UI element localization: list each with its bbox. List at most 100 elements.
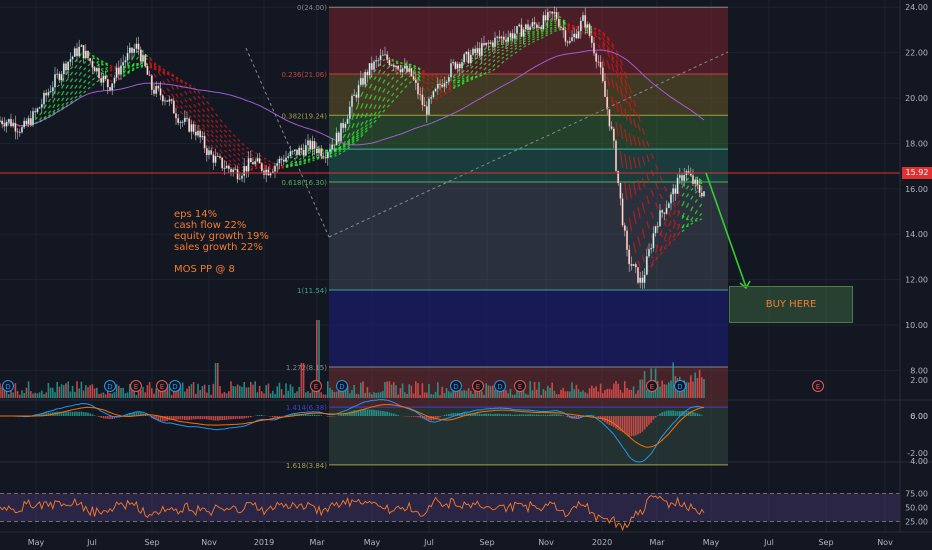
candle-body (1, 120, 4, 125)
ma-line (338, 148, 342, 151)
ma-line (43, 115, 47, 119)
volume-bar (630, 389, 633, 398)
price-tick-label: 22.00 (905, 49, 928, 58)
ma-line (619, 59, 624, 66)
volume-bar (672, 362, 674, 398)
price-axis[interactable]: 26.0024.0022.0020.0018.0016.0014.0012.00… (899, 0, 928, 532)
ma-line (228, 139, 232, 143)
ma-line (188, 104, 192, 109)
candle-body (487, 42, 490, 44)
volume-bar (643, 371, 646, 398)
candle-body (412, 75, 415, 80)
candle-body (166, 100, 169, 102)
ma-line (694, 190, 698, 194)
volume-bar (467, 388, 470, 398)
candle-body (480, 42, 483, 56)
candle-body (540, 26, 543, 30)
candle-body (241, 175, 243, 179)
volume-bar (181, 382, 184, 398)
time-axis[interactable]: May Jul Sep Nov 2019 Mar May Jul Sep Nov 2020 Mar Ma… (0, 531, 932, 547)
ma-line (615, 70, 619, 79)
macd-histogram-bar (637, 416, 639, 435)
volume-bar (60, 384, 63, 398)
ma-line (342, 144, 346, 148)
buy-zone-box[interactable]: BUY HERE (729, 286, 853, 323)
ma-line (641, 139, 646, 148)
price-tick-label: 10.00 (905, 321, 928, 330)
ma-line (342, 145, 346, 149)
ma-line (43, 110, 47, 115)
trend-lines[interactable] (0, 47, 900, 290)
ma-line (197, 102, 201, 107)
macd-histogram-bar (109, 416, 111, 420)
candle-body (656, 226, 659, 228)
ma-line (496, 51, 500, 55)
ma-line (153, 73, 157, 78)
candle-body (472, 48, 474, 55)
macd-histogram-bar (657, 415, 659, 416)
volume-bar (190, 384, 193, 398)
ma-line (632, 182, 637, 195)
volume-bar (274, 394, 276, 398)
macd-histogram-bar (318, 414, 320, 416)
ma-line (162, 70, 166, 74)
volume-bar (89, 385, 91, 398)
candle-body (632, 264, 635, 266)
volume-bar (63, 385, 65, 398)
volume-bar (432, 394, 435, 398)
volume-bar (239, 385, 241, 398)
ma-line (74, 95, 78, 99)
macd-histogram-bar (426, 416, 428, 421)
volume-bar (628, 389, 630, 398)
volume-bar (701, 377, 703, 398)
candle-body (300, 147, 303, 151)
ma-line (364, 112, 368, 118)
candle-body (641, 277, 644, 283)
candle-body (313, 140, 316, 149)
ma-line (668, 234, 672, 241)
macd-histogram-bar (531, 414, 534, 416)
macd-histogram-bar (434, 416, 437, 420)
ma-line (127, 70, 130, 73)
ma-line (672, 209, 676, 216)
ma-line (668, 228, 672, 233)
volume-bar (571, 382, 573, 398)
fib-level-label: 0.618(16.30) (281, 179, 327, 187)
candle-body (443, 82, 446, 87)
candle-body (89, 58, 92, 62)
ma-line (184, 90, 188, 95)
ma-line (466, 69, 469, 73)
candle-body (175, 113, 177, 119)
ma-line (377, 114, 382, 119)
macd-histogram-bar (522, 414, 525, 416)
ma-line (215, 138, 219, 143)
ma-line (179, 105, 184, 110)
ma-line (536, 30, 540, 33)
buy-label: BUY HERE (765, 299, 817, 310)
volume-bar (179, 387, 182, 398)
candle-body (282, 159, 285, 162)
candle-body (575, 33, 578, 39)
ma-line (510, 39, 513, 42)
ma-line (619, 65, 624, 73)
macd-histogram-bar (659, 413, 661, 416)
volume-bar (648, 384, 650, 398)
ma-line (501, 56, 505, 60)
ma-line (210, 139, 214, 143)
ma-line (659, 175, 663, 182)
ma-line (492, 63, 496, 68)
ma-line (135, 56, 140, 60)
volume-bar (624, 381, 626, 398)
volume-bar (527, 394, 529, 398)
ma-line (641, 202, 646, 213)
ma-line (263, 157, 267, 160)
fib-level-label: 1.414(6.38) (286, 404, 327, 412)
macd-histogram-bar (349, 411, 351, 416)
ma-line (479, 56, 483, 61)
ma-line (223, 143, 228, 148)
event-marker (494, 380, 506, 392)
volume-bar (377, 392, 380, 398)
ma-line (17, 125, 21, 128)
